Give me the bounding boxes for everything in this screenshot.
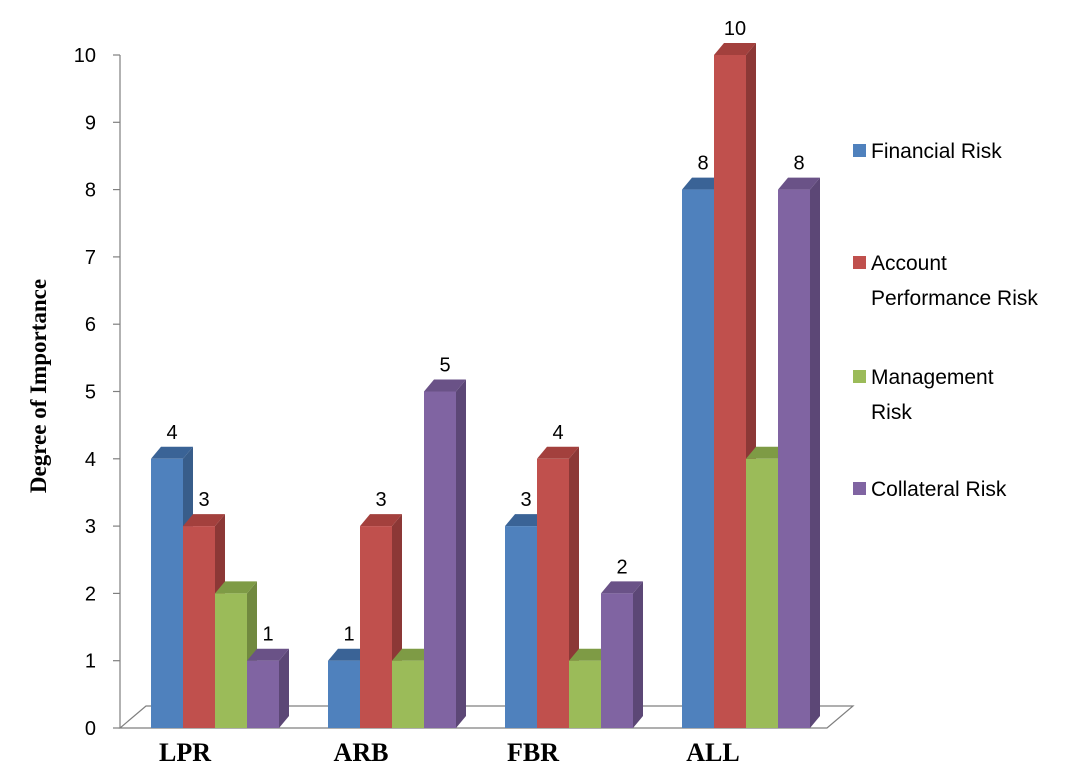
bar-top-face — [778, 177, 820, 190]
bar-front-face — [682, 189, 714, 729]
y-tick-label: 2 — [85, 583, 96, 605]
bar-side-face — [456, 379, 466, 728]
legend-item: Account Performance Risk — [853, 252, 1038, 310]
data-label: 3 — [520, 489, 531, 511]
bar-top-face — [183, 514, 225, 527]
bar-top-face — [424, 379, 466, 392]
bar-front-face — [569, 660, 601, 728]
x-category-label: LPR — [159, 738, 211, 767]
bar-top-face — [746, 446, 788, 459]
bar-front-face — [424, 391, 456, 728]
y-tick-label: 4 — [85, 449, 96, 471]
legend-swatch — [853, 370, 866, 383]
bar-front-face — [215, 593, 247, 728]
data-label: 1 — [262, 624, 273, 646]
data-label: 4 — [166, 422, 177, 444]
legend-label: Management — [871, 366, 994, 389]
data-label: 3 — [375, 489, 386, 511]
bar-top-face — [505, 514, 547, 527]
y-tick-label: 1 — [85, 651, 96, 673]
bar-top-face — [215, 581, 257, 594]
bar-front-face — [360, 526, 392, 728]
legend-item: Management Risk — [853, 366, 994, 424]
legend-label: Risk — [871, 401, 912, 424]
bar-front-face — [537, 458, 569, 728]
y-tick-label: 9 — [85, 112, 96, 134]
x-category-label: ARB — [334, 738, 389, 767]
legend-label: Performance Risk — [871, 287, 1038, 310]
bar-top-face — [682, 177, 724, 190]
bar — [778, 177, 820, 729]
bar-side-face — [810, 177, 820, 729]
bar — [360, 514, 402, 728]
bar-front-face — [714, 55, 746, 728]
bar-front-face — [392, 660, 424, 728]
y-tick-label: 0 — [85, 718, 96, 740]
data-label: 8 — [793, 153, 804, 175]
bar-front-face — [328, 660, 360, 728]
y-tick-label: 5 — [85, 382, 96, 404]
y-tick-label: 7 — [85, 247, 96, 269]
legend-label: Collateral Risk — [871, 478, 1007, 501]
data-label: 5 — [439, 355, 450, 377]
bar — [247, 648, 289, 728]
bar-top-face — [569, 648, 611, 661]
y-tick-label: 10 — [74, 45, 96, 67]
bar-top-face — [714, 43, 756, 55]
bar — [183, 514, 225, 728]
legend-swatch — [853, 256, 866, 269]
data-label: 1 — [343, 624, 354, 646]
y-tick-label: 6 — [85, 314, 96, 336]
bar-front-face — [151, 458, 183, 728]
bar-front-face — [601, 593, 633, 728]
bar-front-face — [505, 526, 537, 728]
y-tick-label: 3 — [85, 516, 96, 538]
bar-front-face — [183, 526, 215, 728]
data-label: 3 — [198, 489, 209, 511]
legend-item: Collateral Risk — [853, 478, 1007, 501]
x-category-label: FBR — [507, 738, 559, 767]
bar-top-face — [247, 648, 289, 661]
legend-label: Account — [871, 252, 947, 275]
bar-side-face — [633, 581, 643, 728]
data-label: 8 — [697, 153, 708, 175]
y-axis-title: Degree of Importance — [26, 279, 51, 493]
bar-side-face — [279, 648, 289, 728]
bar-front-face — [746, 458, 778, 728]
legend-item: Financial Risk — [853, 140, 1002, 163]
bar-top-face — [537, 446, 579, 459]
data-label: 10 — [724, 18, 746, 40]
bar-top-face — [601, 581, 643, 594]
bar-top-face — [360, 514, 402, 527]
legend-label: Financial Risk — [871, 140, 1002, 163]
bar-top-face — [328, 648, 370, 661]
data-label: 4 — [552, 422, 563, 444]
bar-top-face — [392, 648, 434, 661]
x-category-label: ALL — [686, 738, 739, 767]
legend-swatch — [853, 144, 866, 157]
legend-swatch — [853, 482, 866, 495]
y-tick-label: 8 — [85, 180, 96, 202]
bar-front-face — [778, 189, 810, 729]
bar-front-face — [247, 660, 279, 728]
bar — [424, 379, 466, 728]
bar — [601, 581, 643, 728]
bar-top-face — [151, 446, 193, 459]
data-label: 2 — [616, 556, 627, 578]
